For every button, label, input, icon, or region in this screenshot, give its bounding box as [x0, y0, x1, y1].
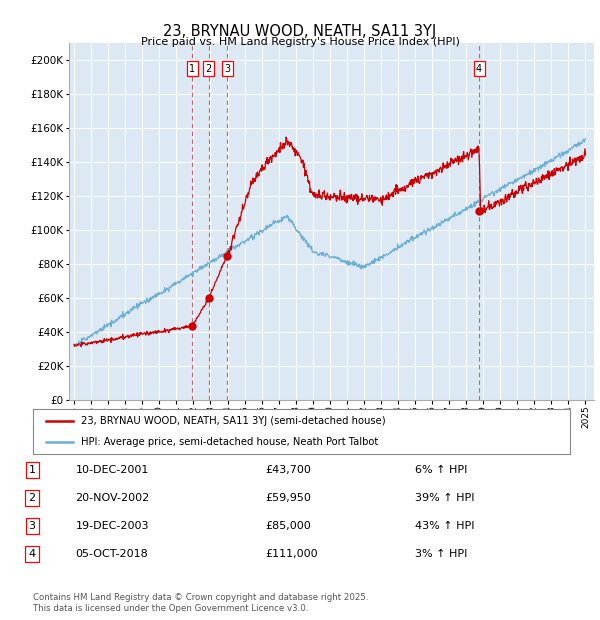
Text: 1: 1 — [190, 64, 196, 74]
Text: £43,700: £43,700 — [265, 465, 311, 475]
Text: 39% ↑ HPI: 39% ↑ HPI — [415, 493, 475, 503]
Text: 23, BRYNAU WOOD, NEATH, SA11 3YJ (semi-detached house): 23, BRYNAU WOOD, NEATH, SA11 3YJ (semi-d… — [82, 416, 386, 426]
Text: Contains HM Land Registry data © Crown copyright and database right 2025.
This d: Contains HM Land Registry data © Crown c… — [33, 593, 368, 613]
Text: Price paid vs. HM Land Registry's House Price Index (HPI): Price paid vs. HM Land Registry's House … — [140, 37, 460, 47]
Text: 1: 1 — [29, 465, 35, 475]
Text: £59,950: £59,950 — [265, 493, 311, 503]
Text: 3: 3 — [29, 521, 35, 531]
Text: 43% ↑ HPI: 43% ↑ HPI — [415, 521, 475, 531]
Text: 05-OCT-2018: 05-OCT-2018 — [76, 549, 148, 559]
Text: 3: 3 — [224, 64, 230, 74]
Text: 2: 2 — [205, 64, 212, 74]
Text: £111,000: £111,000 — [265, 549, 318, 559]
Text: 4: 4 — [29, 549, 36, 559]
Text: £85,000: £85,000 — [265, 521, 311, 531]
Text: 4: 4 — [476, 64, 482, 74]
Text: 19-DEC-2003: 19-DEC-2003 — [76, 521, 149, 531]
Text: 6% ↑ HPI: 6% ↑ HPI — [415, 465, 467, 475]
Text: 3% ↑ HPI: 3% ↑ HPI — [415, 549, 467, 559]
Text: 2: 2 — [29, 493, 36, 503]
Text: 23, BRYNAU WOOD, NEATH, SA11 3YJ: 23, BRYNAU WOOD, NEATH, SA11 3YJ — [163, 24, 437, 38]
Text: HPI: Average price, semi-detached house, Neath Port Talbot: HPI: Average price, semi-detached house,… — [82, 437, 379, 447]
Text: 20-NOV-2002: 20-NOV-2002 — [76, 493, 149, 503]
Text: 10-DEC-2001: 10-DEC-2001 — [76, 465, 149, 475]
